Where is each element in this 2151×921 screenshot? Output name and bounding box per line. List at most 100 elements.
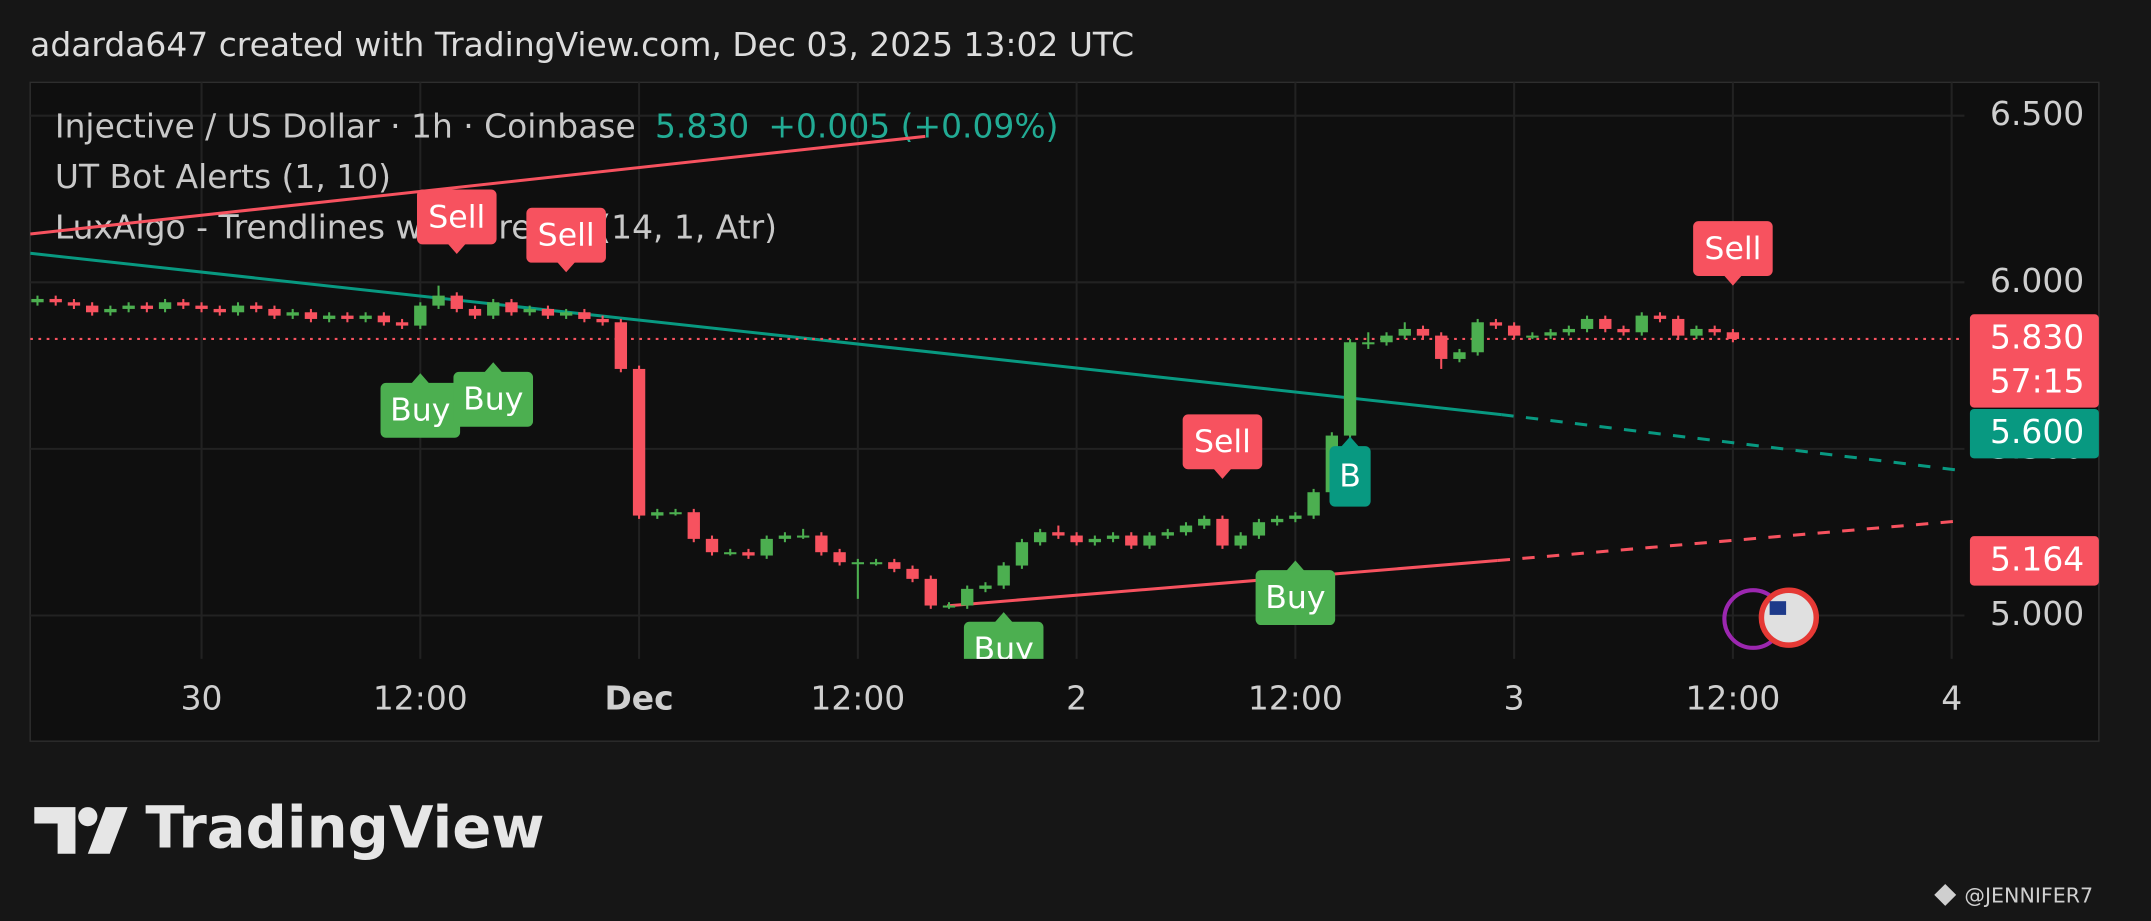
candle-body (1562, 328, 1576, 333)
candle-body (1635, 315, 1648, 333)
x-tick-label: 4 (1941, 679, 1962, 718)
candle-body (906, 568, 919, 579)
legend: Injective / US Dollar · 1h · Coinbase 5.8… (55, 106, 1059, 247)
x-tick-label: 12:00 (373, 679, 468, 718)
signal-tag (380, 382, 461, 438)
candle-body (632, 368, 646, 516)
y-tick-label: 6.000 (1990, 261, 2084, 300)
candle-body (869, 562, 883, 565)
candle-body (322, 315, 336, 319)
candle-body (1033, 532, 1047, 543)
candle-body (559, 312, 573, 316)
change: +0.005 (+0.09%) (768, 106, 1058, 145)
watermark: @JENNIFER7 (1964, 883, 2093, 907)
candle-body (1143, 535, 1156, 546)
candle-body (760, 538, 773, 556)
candle-body (1052, 532, 1065, 536)
signal-label: Sell (428, 199, 485, 235)
candle-body (1179, 525, 1193, 533)
price-tag-label: 5.600 (1990, 412, 2084, 451)
candle-body (341, 315, 354, 319)
candle-body (742, 552, 755, 556)
candle-body (1435, 335, 1448, 359)
candle-body (67, 302, 81, 306)
price-tag-label: 5.164 (1990, 539, 2084, 578)
signal-pointer (556, 261, 576, 273)
candle-body (778, 535, 792, 539)
candle-body (851, 562, 865, 565)
candle-body (651, 512, 664, 516)
signal-tag (1255, 570, 1336, 626)
signal-pointer (994, 612, 1014, 624)
candle-body (1653, 315, 1667, 319)
candle-body (268, 308, 281, 316)
x-tick-label: Dec (605, 679, 674, 718)
signal-pointer (447, 242, 467, 254)
trendline (30, 251, 1502, 417)
candle-body (1453, 352, 1466, 359)
candle-body (286, 312, 299, 316)
candle-body (1161, 532, 1174, 536)
candle-body (1270, 518, 1284, 523)
candle-body (104, 308, 117, 313)
candle-body (1690, 328, 1703, 336)
candle-body (942, 605, 956, 608)
candle-body (924, 578, 937, 606)
candle-body (1672, 318, 1685, 336)
candle-body (49, 298, 62, 303)
price-tag-label: 5.830 (1990, 317, 2084, 356)
candle-body (1544, 332, 1557, 336)
candle-body (31, 298, 44, 303)
signal-pointer (410, 373, 430, 385)
candle-body (1416, 328, 1430, 336)
logo-text: TradingView (145, 794, 544, 861)
candle-body (705, 538, 719, 553)
candle-body (1216, 518, 1229, 546)
candle-body (1252, 522, 1266, 536)
signal-label: Buy (463, 382, 523, 418)
candle-body (1307, 492, 1320, 516)
candle-body (1198, 518, 1211, 526)
candle-body (231, 305, 245, 313)
price-tag (1969, 314, 2099, 408)
candle-body (578, 312, 591, 319)
logo-icon (34, 807, 76, 854)
signal-label: Buy (390, 393, 450, 429)
candle-body (1489, 322, 1503, 326)
candle-body (815, 535, 828, 553)
candle-body (177, 302, 190, 306)
candle-body (1580, 318, 1594, 329)
candle-body (1380, 335, 1393, 343)
candle-body (888, 562, 901, 569)
candle-body (377, 315, 391, 323)
signal-pointer (1723, 274, 1743, 286)
header: adarda647 created with TradingView.com, … (30, 25, 1134, 64)
signal-pointer (483, 362, 503, 374)
signal-pointer (1285, 560, 1305, 572)
x-tick-label: 12:00 (810, 679, 905, 718)
trendline (30, 134, 926, 236)
symbol: Injective / US Dollar · 1h · Coinbase (55, 106, 636, 145)
candle-body (596, 318, 609, 323)
price-tag (1969, 536, 2099, 586)
signal-tag (416, 189, 497, 245)
signal-label: Sell (1704, 231, 1761, 267)
candle-body (1617, 328, 1630, 333)
signal-pointer (1212, 467, 1233, 479)
x-tick-label: 3 (1504, 679, 1525, 718)
x-tick-label: 12:00 (1248, 679, 1343, 718)
candle-body (359, 315, 372, 319)
candle-body (997, 565, 1010, 586)
logo-icon (87, 807, 128, 854)
candle-body (614, 322, 628, 369)
candle-body (979, 585, 992, 589)
candle-body (468, 308, 482, 316)
candle-body (1507, 325, 1521, 336)
candle-body (523, 308, 536, 313)
candle-body (250, 305, 263, 309)
candle-body (487, 302, 500, 316)
candle-body (833, 552, 846, 563)
candle-body (1070, 535, 1083, 543)
signal-tag (1329, 446, 1371, 507)
